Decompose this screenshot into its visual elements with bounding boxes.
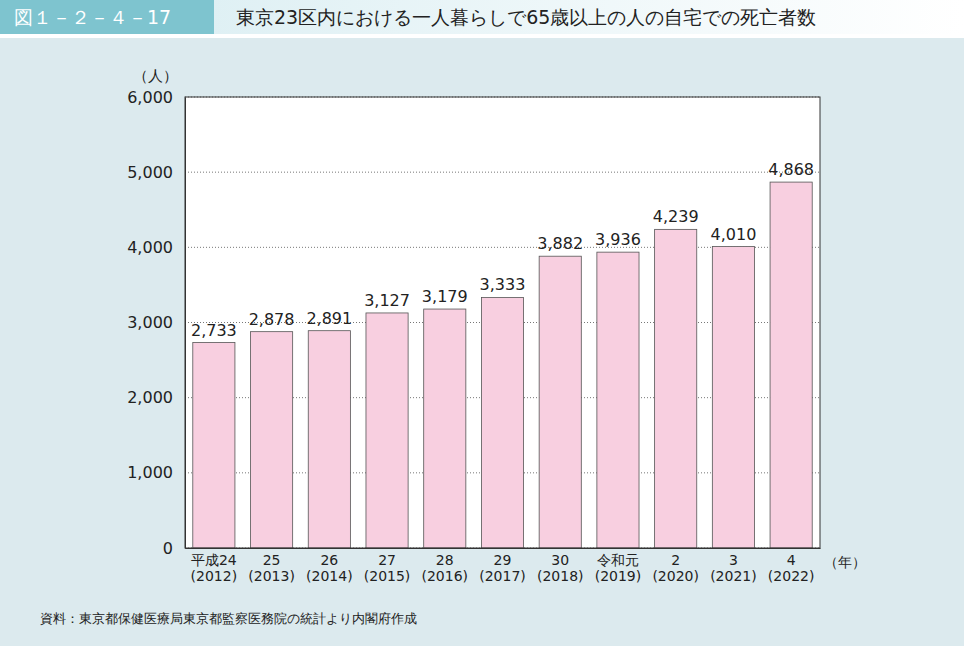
x-tick: 2(2020) bbox=[652, 548, 699, 584]
x-tick-label-line: 30 bbox=[551, 552, 569, 568]
x-tick: 27(2015) bbox=[364, 548, 411, 584]
y-axis-line bbox=[185, 98, 186, 549]
bar bbox=[424, 309, 466, 548]
x-tick: 3(2021) bbox=[710, 548, 757, 584]
y-tick: 4,000 bbox=[127, 238, 185, 257]
x-tick-label-line: 2 bbox=[671, 552, 680, 568]
y-axis: 0 1,000 2,000 3,000 4,000 5,000 6,000 bbox=[127, 88, 185, 558]
bar bbox=[251, 332, 293, 548]
x-tick-label: 2(2020) bbox=[652, 552, 699, 584]
bar bbox=[655, 229, 697, 548]
x-tick: 28(2016) bbox=[421, 548, 468, 584]
x-tick-label-line: (2012) bbox=[191, 568, 238, 584]
x-tick-label-line: (2022) bbox=[768, 568, 815, 584]
grid-line bbox=[185, 172, 820, 173]
x-tick: 30(2018) bbox=[537, 548, 584, 584]
y-tick: 5,000 bbox=[127, 163, 185, 182]
x-tick: 令和元(2019) bbox=[595, 548, 642, 584]
bar bbox=[770, 182, 812, 548]
x-tick-label: 30(2018) bbox=[537, 552, 584, 584]
data-label: 3,179 bbox=[422, 287, 468, 306]
x-tick: 29(2017) bbox=[479, 548, 526, 584]
data-label: 2,891 bbox=[306, 309, 352, 328]
y-tick: 1,000 bbox=[127, 463, 185, 482]
x-tick-label: 26(2014) bbox=[306, 552, 353, 584]
x-tick-label: 25(2013) bbox=[248, 552, 295, 584]
chart: 図１－２－４－17 東京23区内における一人暮らしで65歳以上の人の自宅での死亡者… bbox=[0, 0, 964, 646]
x-tick-label-line: 平成24 bbox=[191, 552, 237, 568]
x-tick-label-line: 3 bbox=[729, 552, 738, 568]
figure-number: 図１－２－４－17 bbox=[14, 6, 171, 28]
header-background bbox=[0, 0, 964, 34]
source-note: 資料：東京都保健医療局東京都監察医務院の統計より内閣府作成 bbox=[40, 611, 417, 626]
y-tick-label: 5,000 bbox=[127, 163, 173, 182]
y-tick-label: 1,000 bbox=[127, 463, 173, 482]
x-tick-label-line: (2017) bbox=[479, 568, 526, 584]
x-tick-label-line: 26 bbox=[320, 552, 338, 568]
x-axis: 平成24(2012)25(2013)26(2014)27(2015)28(201… bbox=[186, 548, 821, 584]
data-label: 4,239 bbox=[653, 207, 699, 226]
bar bbox=[193, 343, 235, 548]
data-label: 3,936 bbox=[595, 230, 641, 249]
x-tick-label: 29(2017) bbox=[479, 552, 526, 584]
x-tick-label: 3(2021) bbox=[710, 552, 757, 584]
x-tick-label: 28(2016) bbox=[421, 552, 468, 584]
data-label: 4,010 bbox=[711, 225, 757, 244]
bars bbox=[193, 182, 812, 548]
y-tick: 2,000 bbox=[127, 388, 185, 407]
y-tick-label: 4,000 bbox=[127, 238, 173, 257]
y-tick: 3,000 bbox=[127, 313, 185, 332]
x-tick-label: 平成24(2012) bbox=[191, 552, 238, 584]
bar bbox=[308, 331, 350, 548]
x-tick-label-line: (2016) bbox=[421, 568, 468, 584]
plot-area bbox=[185, 97, 820, 548]
grid bbox=[185, 97, 820, 548]
x-tick-label: 27(2015) bbox=[364, 552, 411, 584]
x-tick: 4(2022) bbox=[768, 548, 815, 584]
data-label: 3,882 bbox=[537, 234, 583, 253]
panel-background bbox=[0, 38, 964, 646]
data-label: 2,733 bbox=[191, 321, 237, 340]
data-label: 3,333 bbox=[480, 275, 526, 294]
x-tick: 25(2013) bbox=[248, 548, 295, 584]
x-tick-label-line: (2014) bbox=[306, 568, 353, 584]
data-label: 2,878 bbox=[249, 310, 295, 329]
x-tick-label-line: (2020) bbox=[652, 568, 699, 584]
x-axis-line bbox=[186, 548, 821, 549]
x-axis-label: （年） bbox=[824, 554, 866, 570]
y-tick-label: 2,000 bbox=[127, 388, 173, 407]
x-tick-label-line: (2015) bbox=[364, 568, 411, 584]
bar bbox=[597, 252, 639, 548]
x-tick-label-line: 令和元 bbox=[597, 552, 639, 568]
x-tick-label-line: (2019) bbox=[595, 568, 642, 584]
bar bbox=[712, 247, 754, 548]
x-tick-label-line: (2021) bbox=[710, 568, 757, 584]
x-tick-label: 令和元(2019) bbox=[595, 552, 642, 584]
figure-number-box bbox=[0, 0, 214, 34]
x-tick: 26(2014) bbox=[306, 548, 353, 584]
x-tick: 平成24(2012) bbox=[191, 548, 238, 584]
data-label: 3,127 bbox=[364, 291, 410, 310]
x-tick-label-line: (2018) bbox=[537, 568, 584, 584]
data-label: 4,868 bbox=[768, 160, 814, 179]
y-tick: 0 bbox=[163, 539, 185, 558]
x-tick-label-line: 28 bbox=[436, 552, 454, 568]
x-tick-label-line: 29 bbox=[494, 552, 512, 568]
title: 東京23区内における一人暮らしで65歳以上の人の自宅での死亡者数 bbox=[236, 6, 816, 28]
x-tick-label-line: 25 bbox=[263, 552, 281, 568]
y-tick-label: 0 bbox=[163, 539, 173, 558]
x-tick-label: 4(2022) bbox=[768, 552, 815, 584]
bar bbox=[366, 313, 408, 548]
y-tick-label: 3,000 bbox=[127, 313, 173, 332]
data-labels: 2,733 2,878 2,891 3,127 3,179 3,333 3,882 3,936… bbox=[191, 160, 814, 339]
y-tick-label: 6,000 bbox=[127, 88, 173, 107]
y-axis-label: （人） bbox=[133, 67, 178, 85]
plot-frame bbox=[185, 97, 820, 548]
bar bbox=[539, 256, 581, 548]
x-tick-label-line: 4 bbox=[787, 552, 796, 568]
x-tick-label-line: 27 bbox=[378, 552, 396, 568]
x-tick-label-line: (2013) bbox=[248, 568, 295, 584]
y-tick: 6,000 bbox=[127, 88, 185, 107]
bar bbox=[481, 297, 523, 548]
